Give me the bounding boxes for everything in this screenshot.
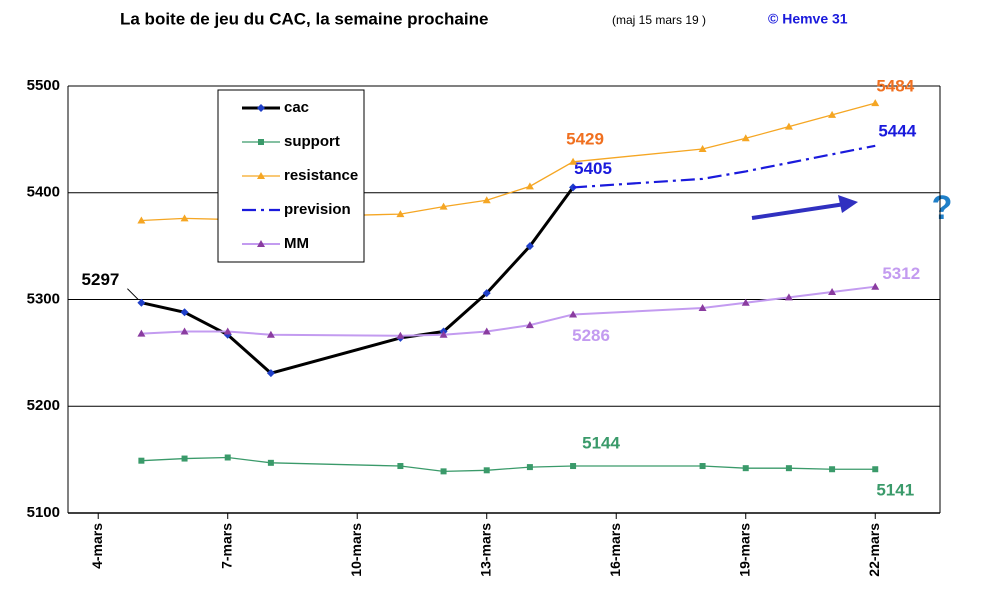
- data-label: 5429: [566, 129, 604, 148]
- data-point: [180, 327, 189, 335]
- data-point: [180, 308, 189, 317]
- data-point: [698, 144, 707, 152]
- data-point: [266, 369, 275, 378]
- data-point: [742, 465, 749, 472]
- x-tick-label: 16-mars: [607, 523, 623, 577]
- series-line: [141, 285, 876, 337]
- data-point: [698, 304, 707, 312]
- data-label: 5444: [878, 121, 916, 140]
- legend-label: resistance: [284, 167, 358, 184]
- data-point: [483, 467, 490, 474]
- x-tick-label: 19-mars: [736, 523, 752, 577]
- data-point: [872, 466, 879, 473]
- chart-subtitle: (maj 15 mars 19 ): [612, 13, 706, 27]
- chart-title: La boite de jeu du CAC, la semaine proch…: [120, 9, 488, 28]
- data-point: [439, 330, 448, 338]
- legend-marker: [257, 172, 265, 179]
- data-label: 5484: [876, 77, 914, 96]
- data-label: 5144: [582, 434, 620, 453]
- data-point: [784, 122, 793, 130]
- data-label: 5405: [574, 159, 612, 178]
- data-point: [741, 134, 750, 142]
- data-point: [829, 466, 836, 473]
- trend-arrow: [751, 202, 846, 220]
- data-point: [871, 282, 880, 290]
- data-point: [440, 468, 447, 475]
- x-tick-label: 4-mars: [89, 523, 105, 569]
- data-point: [482, 196, 491, 204]
- data-point: [525, 242, 534, 251]
- series-line: [141, 456, 876, 473]
- data-point: [396, 331, 405, 339]
- data-point: [785, 465, 792, 472]
- data-point: [181, 455, 188, 462]
- y-tick-label: 5300: [27, 290, 60, 307]
- data-point: [137, 329, 146, 337]
- question-mark: ?: [932, 189, 953, 227]
- data-point: [137, 298, 146, 307]
- legend-marker: [257, 104, 265, 112]
- data-label: 5286: [572, 326, 610, 345]
- data-point: [224, 454, 231, 461]
- data-point: [828, 110, 837, 118]
- data-point: [526, 464, 533, 471]
- data-point: [223, 327, 232, 335]
- y-tick-label: 5500: [27, 77, 60, 94]
- data-point: [570, 463, 577, 470]
- data-point: [525, 182, 534, 190]
- legend-label: prevision: [284, 201, 351, 218]
- data-point: [266, 330, 275, 338]
- data-point: [784, 293, 793, 301]
- data-point: [439, 202, 448, 210]
- data-point: [871, 99, 880, 107]
- data-point: [569, 157, 578, 165]
- data-label: 5297: [82, 270, 120, 289]
- data-point: [267, 459, 274, 466]
- data-point: [699, 463, 706, 470]
- x-tick-label: 7-mars: [218, 523, 234, 569]
- data-point: [138, 457, 145, 464]
- data-point: [741, 298, 750, 306]
- credit: © Hemve 31: [768, 11, 848, 27]
- legend-marker: [257, 240, 265, 247]
- data-label: 5141: [876, 481, 914, 500]
- legend-label: cac: [284, 99, 309, 116]
- data-label: 5312: [882, 264, 920, 283]
- legend-label: support: [284, 133, 340, 150]
- legend-marker: [258, 139, 264, 145]
- series-line: [572, 144, 876, 189]
- data-point: [569, 310, 578, 318]
- y-tick-label: 5400: [27, 184, 60, 201]
- label-leader: [127, 288, 139, 301]
- data-point: [828, 288, 837, 296]
- data-point: [482, 327, 491, 335]
- y-tick-label: 5200: [27, 397, 60, 414]
- y-tick-label: 5100: [27, 504, 60, 521]
- x-tick-label: 13-mars: [477, 523, 493, 577]
- data-point: [525, 321, 534, 329]
- x-tick-label: 22-mars: [866, 523, 882, 577]
- data-point: [397, 463, 404, 470]
- legend-label: MM: [284, 235, 309, 252]
- trend-arrow-head: [838, 195, 858, 213]
- data-point: [482, 289, 491, 298]
- x-tick-label: 10-mars: [348, 523, 364, 577]
- data-point: [137, 216, 146, 224]
- data-point: [396, 210, 405, 218]
- data-point: [180, 214, 189, 222]
